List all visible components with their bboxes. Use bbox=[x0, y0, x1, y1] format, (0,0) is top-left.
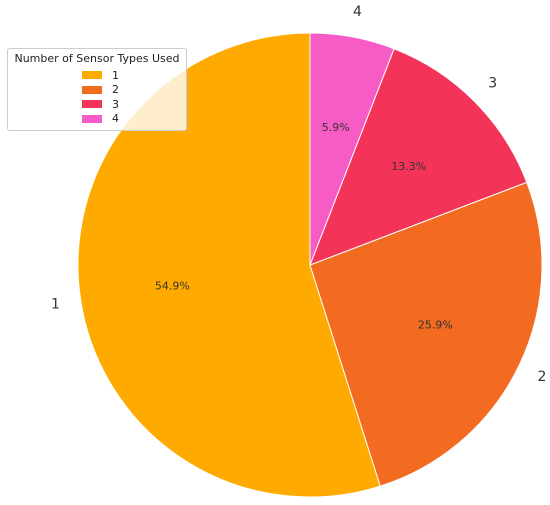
pie-slices bbox=[77, 32, 543, 498]
pie-slice-4 bbox=[309, 32, 395, 266]
pct-label-1: 54.9% bbox=[155, 279, 190, 292]
legend-swatch-3 bbox=[82, 100, 102, 109]
legend-label-4: 4 bbox=[112, 112, 119, 126]
pie-slice-2 bbox=[309, 181, 543, 487]
category-label-4: 4 bbox=[353, 4, 362, 20]
legend-swatch-4 bbox=[82, 114, 102, 123]
pie-slice-3 bbox=[309, 48, 528, 266]
pct-label-2: 25.9% bbox=[418, 319, 453, 332]
legend-item-2: 2 bbox=[14, 83, 180, 98]
pie-slice-1 bbox=[77, 32, 381, 498]
percentage-labels: 54.9% 25.9% 13.3% 5.9% bbox=[155, 121, 453, 331]
legend-title: Number of Sensor Types Used bbox=[14, 52, 180, 65]
pct-label-3: 13.3% bbox=[391, 160, 426, 173]
legend-swatch-1 bbox=[82, 71, 102, 80]
legend-item-3: 3 bbox=[14, 97, 180, 112]
legend-label-3: 3 bbox=[112, 97, 119, 111]
legend-label-2: 2 bbox=[112, 83, 119, 97]
category-label-3: 3 bbox=[488, 76, 497, 92]
legend-swatch-2 bbox=[82, 85, 102, 94]
pct-label-4: 5.9% bbox=[322, 121, 350, 134]
category-label-2: 2 bbox=[538, 369, 547, 385]
legend-label-1: 1 bbox=[112, 68, 119, 82]
legend-item-4: 4 bbox=[14, 112, 180, 127]
category-label-1: 1 bbox=[51, 297, 60, 313]
legend-item-1: 1 bbox=[14, 68, 180, 83]
